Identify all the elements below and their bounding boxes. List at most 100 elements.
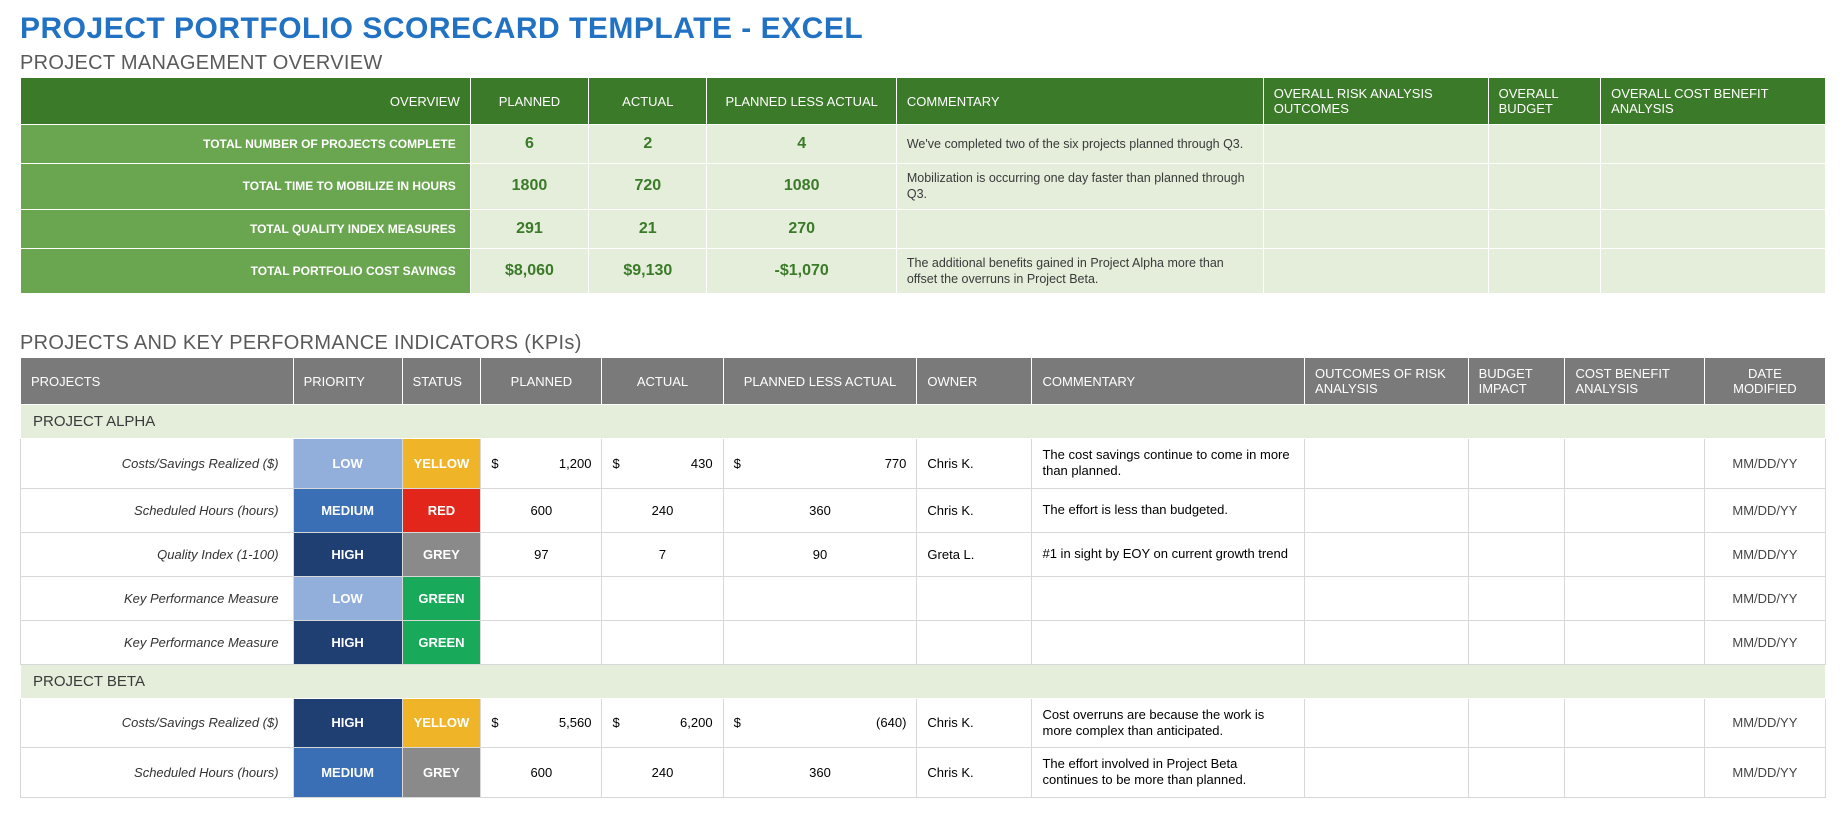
kpi-priority-badge[interactable]: HIGH	[293, 620, 402, 664]
overview-planned: 1800	[470, 164, 588, 210]
kpi-priority-badge[interactable]: MEDIUM	[293, 748, 402, 798]
kpi-status-badge[interactable]: YELLOW	[402, 698, 481, 748]
kpi-cba	[1565, 488, 1704, 532]
overview-table: OVERVIEW PLANNED ACTUAL PLANNED LESS ACT…	[20, 77, 1826, 294]
kpi-cba	[1565, 532, 1704, 576]
overview-row-label: TOTAL PORTFOLIO COST SAVINGS	[21, 248, 471, 294]
page-title: PROJECT PORTFOLIO SCORECARD TEMPLATE - E…	[20, 12, 1826, 46]
overview-actual: 2	[589, 125, 707, 164]
kpi-pla: $(640)	[723, 698, 917, 748]
kpi-priority-badge[interactable]: LOW	[293, 439, 402, 489]
overview-risk	[1263, 248, 1488, 294]
kpi-status-badge[interactable]: GREY	[402, 532, 481, 576]
kpi-status-badge[interactable]: GREEN	[402, 620, 481, 664]
col-overview: OVERVIEW	[21, 78, 471, 125]
kpi-date: MM/DD/YY	[1704, 576, 1825, 620]
kpi-budget	[1468, 698, 1565, 748]
overview-planned: 6	[470, 125, 588, 164]
kpi-actual: 7	[602, 532, 723, 576]
col-owner: OWNER	[917, 358, 1032, 405]
kpi-status-badge[interactable]: RED	[402, 488, 481, 532]
kpi-row-label: Costs/Savings Realized ($)	[21, 439, 294, 489]
kpi-row: Scheduled Hours (hours)MEDIUMGREY6002403…	[21, 748, 1826, 798]
kpi-pla: 90	[723, 532, 917, 576]
overview-header-row: OVERVIEW PLANNED ACTUAL PLANNED LESS ACT…	[21, 78, 1826, 125]
overview-planned: $8,060	[470, 248, 588, 294]
col-date: DATE MODIFIED	[1704, 358, 1825, 405]
overview-budget	[1488, 209, 1600, 248]
overview-actual: 720	[589, 164, 707, 210]
kpi-planned: 600	[481, 748, 602, 798]
kpi-status-badge[interactable]: GREY	[402, 748, 481, 798]
kpi-status-badge[interactable]: GREEN	[402, 576, 481, 620]
overview-actual: $9,130	[589, 248, 707, 294]
col-planned: PLANNED	[470, 78, 588, 125]
kpi-budget	[1468, 748, 1565, 798]
kpi-section-title: PROJECTS AND KEY PERFORMANCE INDICATORS …	[20, 332, 1826, 355]
kpi-row-label: Scheduled Hours (hours)	[21, 488, 294, 532]
kpi-commentary: #1 in sight by EOY on current growth tre…	[1032, 532, 1305, 576]
kpi-date: MM/DD/YY	[1704, 620, 1825, 664]
col-projects: PROJECTS	[21, 358, 294, 405]
overview-row: TOTAL QUALITY INDEX MEASURES29121270	[21, 209, 1826, 248]
kpi-owner	[917, 576, 1032, 620]
kpi-priority-badge[interactable]: HIGH	[293, 698, 402, 748]
kpi-owner: Chris K.	[917, 748, 1032, 798]
kpi-cba	[1565, 748, 1704, 798]
kpi-actual: $430	[602, 439, 723, 489]
kpi-date: MM/DD/YY	[1704, 698, 1825, 748]
col-cba: COST BENEFIT ANALYSIS	[1565, 358, 1704, 405]
kpi-row: Costs/Savings Realized ($)LOWYELLOW$1,20…	[21, 439, 1826, 489]
col-risk: OUTCOMES OF RISK ANALYSIS	[1305, 358, 1469, 405]
kpi-pla: $770	[723, 439, 917, 489]
kpi-cba	[1565, 698, 1704, 748]
overview-commentary: The additional benefits gained in Projec…	[896, 248, 1263, 294]
kpi-budget	[1468, 439, 1565, 489]
overview-cba	[1601, 125, 1826, 164]
kpi-planned: $5,560	[481, 698, 602, 748]
kpi-row-label: Key Performance Measure	[21, 620, 294, 664]
kpi-commentary: The effort is less than budgeted.	[1032, 488, 1305, 532]
overview-pla: 1080	[707, 164, 896, 210]
overview-row: TOTAL TIME TO MOBILIZE IN HOURS180072010…	[21, 164, 1826, 210]
kpi-date: MM/DD/YY	[1704, 532, 1825, 576]
kpi-risk	[1305, 620, 1469, 664]
overview-budget	[1488, 164, 1600, 210]
kpi-budget	[1468, 532, 1565, 576]
kpi-priority-badge[interactable]: HIGH	[293, 532, 402, 576]
kpi-owner	[917, 620, 1032, 664]
kpi-date: MM/DD/YY	[1704, 748, 1825, 798]
kpi-row: Quality Index (1-100)HIGHGREY97790Greta …	[21, 532, 1826, 576]
kpi-project-name: PROJECT ALPHA	[21, 405, 1826, 439]
kpi-priority-badge[interactable]: LOW	[293, 576, 402, 620]
overview-budget	[1488, 248, 1600, 294]
kpi-planned: 600	[481, 488, 602, 532]
col-cba: OVERALL COST BENEFIT ANALYSIS	[1601, 78, 1826, 125]
kpi-row: Key Performance MeasureLOWGREENMM/DD/YY	[21, 576, 1826, 620]
overview-pla: 4	[707, 125, 896, 164]
kpi-cba	[1565, 620, 1704, 664]
overview-commentary: Mobilization is occurring one day faster…	[896, 164, 1263, 210]
kpi-status-badge[interactable]: YELLOW	[402, 439, 481, 489]
kpi-project-row: PROJECT ALPHA	[21, 405, 1826, 439]
kpi-actual: 240	[602, 488, 723, 532]
kpi-commentary: The effort involved in Project Beta cont…	[1032, 748, 1305, 798]
overview-commentary	[896, 209, 1263, 248]
kpi-header-row: PROJECTS PRIORITY STATUS PLANNED ACTUAL …	[21, 358, 1826, 405]
overview-budget	[1488, 125, 1600, 164]
kpi-commentary: Cost overruns are because the work is mo…	[1032, 698, 1305, 748]
col-commentary: COMMENTARY	[896, 78, 1263, 125]
overview-commentary: We've completed two of the six projects …	[896, 125, 1263, 164]
kpi-planned: $1,200	[481, 439, 602, 489]
kpi-risk	[1305, 439, 1469, 489]
kpi-planned: 97	[481, 532, 602, 576]
kpi-owner: Chris K.	[917, 439, 1032, 489]
overview-risk	[1263, 125, 1488, 164]
kpi-priority-badge[interactable]: MEDIUM	[293, 488, 402, 532]
kpi-pla: 360	[723, 748, 917, 798]
overview-pla: -$1,070	[707, 248, 896, 294]
overview-actual: 21	[589, 209, 707, 248]
overview-row-label: TOTAL TIME TO MOBILIZE IN HOURS	[21, 164, 471, 210]
kpi-row: Scheduled Hours (hours)MEDIUMRED60024036…	[21, 488, 1826, 532]
kpi-row-label: Quality Index (1-100)	[21, 532, 294, 576]
